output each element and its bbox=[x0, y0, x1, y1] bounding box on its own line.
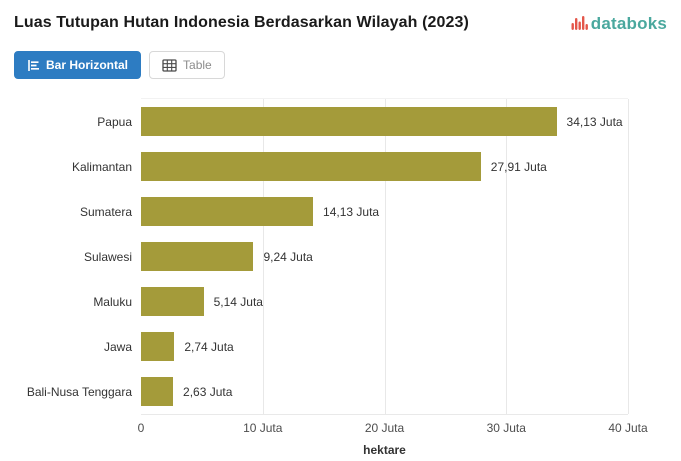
x-tick-label: 0 bbox=[137, 421, 145, 435]
x-axis-ticks: 0 10 Juta 20 Juta 30 Juta 40 Juta bbox=[137, 415, 648, 437]
chart-row: Maluku 5,14 Juta bbox=[93, 279, 628, 324]
chart-row: Papua 34,13 Juta bbox=[97, 99, 628, 144]
table-icon bbox=[162, 58, 177, 72]
value-label: 27,91 Juta bbox=[490, 159, 547, 174]
bar[interactable] bbox=[141, 242, 254, 271]
horizontal-bar-chart: Papua 34,13 Juta Kalimantan 27,91 Juta Sumat… bbox=[14, 98, 667, 459]
x-axis-label: hektare bbox=[363, 443, 406, 457]
value-label: 34,13 Juta bbox=[566, 114, 623, 129]
bar[interactable] bbox=[141, 287, 204, 316]
bar-horizontal-button-label: Bar Horizontal bbox=[46, 58, 129, 72]
x-tick-label: 40 Juta bbox=[608, 421, 648, 435]
value-label: 5,14 Juta bbox=[213, 294, 263, 309]
databoks-bars-icon bbox=[571, 14, 588, 34]
bar-horizontal-icon bbox=[27, 59, 40, 72]
chart-plot-area: Papua 34,13 Juta Kalimantan 27,91 Juta Sumat… bbox=[27, 98, 629, 415]
table-button-label: Table bbox=[183, 58, 212, 72]
chart-row: Jawa 2,74 Juta bbox=[104, 324, 628, 369]
bar[interactable] bbox=[141, 332, 175, 361]
chart-row: Sulawesi 9,24 Juta bbox=[84, 234, 628, 279]
value-label: 9,24 Juta bbox=[263, 249, 313, 264]
chart-title: Luas Tutupan Hutan Indonesia Berdasarkan… bbox=[14, 14, 469, 31]
value-label: 14,13 Juta bbox=[323, 204, 380, 219]
x-tick-label: 10 Juta bbox=[243, 421, 283, 435]
category-label: Jawa bbox=[103, 339, 132, 354]
category-label: Bali-Nusa Tenggara bbox=[26, 384, 132, 399]
category-label: Papua bbox=[97, 114, 132, 129]
bar[interactable] bbox=[141, 152, 481, 181]
value-label: 2,74 Juta bbox=[184, 339, 234, 354]
chart-row: Bali-Nusa Tenggara 2,63 Juta bbox=[27, 369, 628, 414]
table-view-button[interactable]: Table bbox=[149, 51, 225, 79]
value-label: 2,63 Juta bbox=[183, 384, 233, 399]
x-tick-label: 30 Juta bbox=[486, 421, 526, 435]
bar-horizontal-view-button[interactable]: Bar Horizontal bbox=[14, 51, 142, 79]
chart-row: Kalimantan 27,91 Juta bbox=[72, 144, 628, 189]
category-label: Sumatera bbox=[79, 204, 132, 219]
category-label: Kalimantan bbox=[71, 159, 132, 174]
chart-row: Sumatera 14,13 Juta bbox=[80, 189, 628, 234]
bar[interactable] bbox=[141, 377, 174, 406]
gridline bbox=[628, 99, 629, 414]
header: Luas Tutupan Hutan Indonesia Berdasarkan… bbox=[14, 12, 667, 34]
x-tick-label: 20 Juta bbox=[364, 421, 405, 435]
category-label: Maluku bbox=[93, 294, 132, 309]
databoks-wordmark: databoks bbox=[590, 14, 667, 33]
bar[interactable] bbox=[141, 107, 557, 136]
category-label: Sulawesi bbox=[83, 249, 132, 264]
databoks-logo[interactable]: databoks bbox=[571, 12, 667, 34]
view-toggle-toolbar: Bar Horizontal Table bbox=[14, 51, 667, 79]
bar[interactable] bbox=[141, 197, 314, 226]
